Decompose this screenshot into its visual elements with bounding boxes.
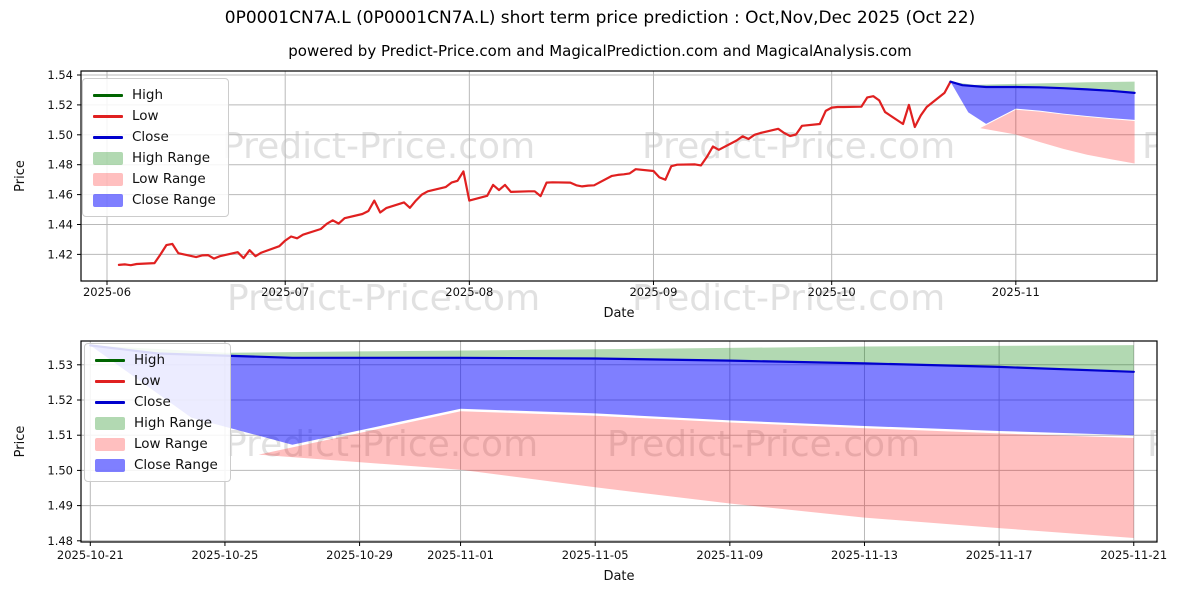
close-line bbox=[949, 80, 1136, 94]
high-line-swatch bbox=[95, 358, 125, 362]
low-line-swatch bbox=[95, 379, 125, 383]
x-tick-label: 2025-11 bbox=[992, 285, 1040, 299]
y-tick-label: 1.51 bbox=[47, 428, 73, 442]
legend-label: Close bbox=[134, 394, 171, 410]
legend-item-close-range: Close Range bbox=[95, 456, 218, 474]
x-tick-label: 2025-11-01 bbox=[427, 548, 494, 562]
legend-label: Close bbox=[132, 129, 169, 145]
figure-title: 0P0001CN7A.L (0P0001CN7A.L) short term p… bbox=[224, 8, 976, 28]
legend-item-close: Close bbox=[93, 128, 216, 146]
legend-bottom-chart: High Low Close High Range Low Range Clos… bbox=[84, 343, 231, 482]
legend-label: High bbox=[134, 352, 166, 368]
close-range-swatch bbox=[95, 458, 125, 472]
legend-item-high: High bbox=[95, 351, 218, 369]
x-tick-label: 2025-11-13 bbox=[831, 548, 898, 562]
close-line-swatch bbox=[93, 135, 123, 139]
x-tick-label: 2025-08 bbox=[445, 285, 493, 299]
top-chart: 1.54 1.52 1.50 1.48 1.46 1.44 1.42 2025-06 2025-… bbox=[13, 68, 1158, 321]
y-tick-label: 1.52 bbox=[47, 98, 73, 112]
x-tick-label: 2025-10-21 bbox=[57, 548, 124, 562]
low-range-band bbox=[90, 345, 1134, 538]
y-tick-label: 1.48 bbox=[47, 534, 73, 548]
legend-item-low: Low bbox=[93, 107, 216, 125]
legend-label: Close Range bbox=[134, 457, 218, 473]
y-tick-label: 1.50 bbox=[47, 128, 73, 142]
legend-item-low-range: Low Range bbox=[93, 170, 216, 188]
legend-label: Low Range bbox=[132, 171, 206, 187]
close-range-band bbox=[90, 345, 1134, 445]
x-axis-label: Date bbox=[603, 306, 634, 321]
legend-label: Close Range bbox=[132, 192, 216, 208]
low-line bbox=[117, 80, 952, 267]
plot-border bbox=[80, 340, 1158, 543]
y-tick-label: 1.54 bbox=[47, 68, 73, 82]
legend-label: High Range bbox=[134, 415, 213, 431]
y-axis-label: Price bbox=[13, 160, 28, 192]
legend-label: Low Range bbox=[134, 436, 208, 452]
y-tick-label: 1.50 bbox=[47, 463, 73, 477]
x-tick-label: 2025-06 bbox=[83, 285, 131, 299]
x-tick-label: 2025-09 bbox=[629, 285, 677, 299]
legend-label: Low bbox=[134, 373, 161, 389]
x-axis-label: Date bbox=[603, 569, 634, 584]
y-tick-label: 1.49 bbox=[47, 499, 73, 513]
x-tick-label: 2025-10 bbox=[808, 285, 856, 299]
y-axis-label: Price bbox=[13, 426, 28, 458]
low-range-band bbox=[950, 81, 1135, 164]
x-tick-label: 2025-11-09 bbox=[696, 548, 763, 562]
x-tick-label: 2025-10-25 bbox=[192, 548, 259, 562]
y-tick-label: 1.42 bbox=[47, 247, 73, 261]
legend-item-low: Low bbox=[95, 372, 218, 390]
low-range-swatch bbox=[93, 172, 123, 186]
low-line-swatch bbox=[93, 114, 123, 118]
x-tick-label: 2025-11-05 bbox=[562, 548, 629, 562]
low-range-swatch bbox=[95, 437, 125, 451]
figure-subtitle: powered by Predict-Price.com and Magical… bbox=[288, 42, 912, 60]
legend-top-chart: High Low Close High Range Low Range Clos… bbox=[82, 78, 229, 217]
y-tick-label: 1.52 bbox=[47, 393, 73, 407]
x-tick-label: 2025-07 bbox=[261, 285, 309, 299]
close-line-swatch bbox=[95, 400, 125, 404]
legend-item-high: High bbox=[93, 86, 216, 104]
close-range-swatch bbox=[93, 193, 123, 207]
x-tick-label: 2025-11-21 bbox=[1100, 548, 1167, 562]
y-tick-label: 1.53 bbox=[47, 358, 73, 372]
legend-item-close: Close bbox=[95, 393, 218, 411]
high-line-swatch bbox=[93, 93, 123, 97]
legend-label: Low bbox=[132, 108, 159, 124]
x-tick-label: 2025-11-17 bbox=[966, 548, 1033, 562]
close-range-band bbox=[950, 81, 1135, 124]
legend-item-high-range: High Range bbox=[95, 414, 218, 432]
high-range-swatch bbox=[95, 416, 125, 430]
y-tick-label: 1.46 bbox=[47, 188, 73, 202]
legend-item-high-range: High Range bbox=[93, 149, 216, 167]
high-range-swatch bbox=[93, 151, 123, 165]
y-tick-label: 1.44 bbox=[47, 218, 73, 232]
x-tick-label: 2025-10-29 bbox=[326, 548, 393, 562]
legend-label: High Range bbox=[132, 150, 211, 166]
y-tick-label: 1.48 bbox=[47, 158, 73, 172]
legend-item-low-range: Low Range bbox=[95, 435, 218, 453]
legend-label: High bbox=[132, 87, 164, 103]
plot-border bbox=[80, 70, 1158, 282]
legend-item-close-range: Close Range bbox=[93, 191, 216, 209]
